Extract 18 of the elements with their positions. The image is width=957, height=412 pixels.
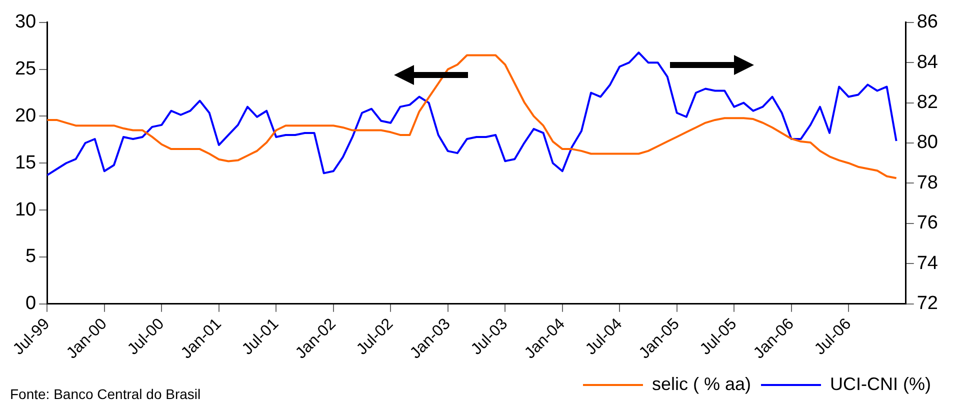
source-note: Fonte: Banco Central do Brasil: [10, 386, 201, 402]
legend-label: UCI-CNI (%): [830, 374, 932, 394]
y-tick-label: 20: [14, 105, 36, 126]
y-tick-label: 0: [26, 293, 36, 314]
y2-tick-label: 78: [916, 172, 938, 194]
y2-tick-label: 74: [916, 252, 938, 274]
legend-label: selic ( % aa): [652, 374, 752, 394]
y2-tick-label: 86: [916, 12, 938, 33]
y-tick-label: 30: [14, 12, 36, 33]
y2-tick-label: 80: [916, 132, 938, 154]
y2-tick-label: 76: [916, 212, 938, 234]
y2-tick-label: 72: [916, 293, 938, 314]
y-tick-label: 25: [14, 58, 36, 80]
y-tick-label: 15: [14, 152, 36, 174]
y-tick-label: 10: [14, 199, 36, 220]
y-tick-label: 5: [26, 246, 36, 268]
y2-tick-label: 82: [916, 92, 938, 114]
y2-tick-label: 84: [916, 52, 938, 73]
